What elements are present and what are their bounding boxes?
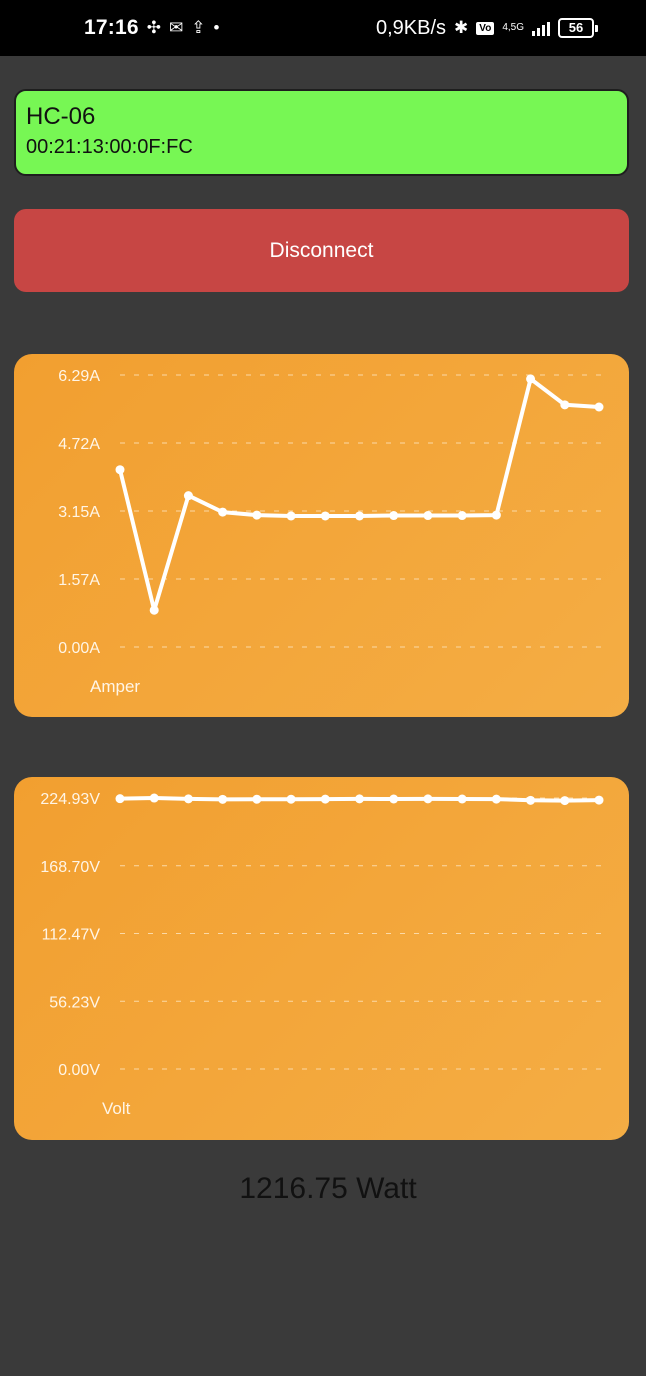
volt-data-point xyxy=(355,794,364,804)
disconnect-button[interactable]: Disconnect xyxy=(14,209,629,292)
amper-data-point xyxy=(491,510,501,520)
amper-data-point xyxy=(320,511,330,521)
amper-data-point xyxy=(252,510,262,520)
amper-axis-label: Amper xyxy=(90,677,140,696)
volt-y-tick-label: 224.93V xyxy=(40,791,100,808)
volt-data-point xyxy=(389,794,399,804)
device-card[interactable]: HC-06 00:21:13:00:0F:FC xyxy=(14,89,629,176)
status-time: 17:16 xyxy=(84,16,139,39)
status-bar: 17:16 ✣ ✉ ⇪ • 0,9KB/s ✱ Vo 4,5G 56 xyxy=(0,0,646,56)
volt-axis-label: Volt xyxy=(102,1099,131,1118)
bluetooth-icon: ✱ xyxy=(454,18,469,37)
volt-data-point xyxy=(320,794,330,804)
volt-data-point xyxy=(218,794,228,804)
amper-y-tick-label: 6.29A xyxy=(58,368,100,385)
amper-data-point xyxy=(286,511,296,521)
volt-data-point xyxy=(457,794,467,804)
amper-data-point xyxy=(526,374,536,384)
volt-data-point xyxy=(252,794,262,804)
amper-data-point xyxy=(594,402,604,412)
amper-data-point xyxy=(457,511,467,521)
volt-data-point xyxy=(286,794,296,804)
amper-data-point xyxy=(389,511,399,521)
volt-data-point xyxy=(423,794,433,804)
volt-chart: 0.00V 56.23V 112.47V 168.70V 224.93V Volt xyxy=(14,777,629,1140)
amper-data-point xyxy=(218,507,228,517)
volt-data-point xyxy=(560,796,570,806)
amper-data-point xyxy=(423,511,433,521)
amper-y-tick-label: 1.57A xyxy=(58,572,100,589)
volt-data-point xyxy=(491,794,501,804)
amper-y-tick-label: 0.00A xyxy=(58,640,100,657)
volt-data-point xyxy=(149,793,159,803)
volt-chart-svg: 0.00V 56.23V 112.47V 168.70V 224.93V Volt xyxy=(40,791,604,1118)
fan-icon: ✣ xyxy=(146,18,161,37)
volt-y-tick-label: 112.47V xyxy=(42,927,101,944)
amper-data-point xyxy=(115,465,125,475)
amper-data-point xyxy=(149,605,159,615)
amper-y-tick-label: 3.15A xyxy=(58,504,100,521)
volt-y-tick-label: 168.70V xyxy=(40,859,100,876)
amper-chart: 0.00A 1.57A 3.15A 4.72A 6.29A Amper xyxy=(14,354,629,717)
signal-icon xyxy=(532,20,550,36)
battery-icon: 56 xyxy=(558,18,598,38)
gmail-icon: ✉ xyxy=(168,18,184,37)
network-speed: 0,9KB/s xyxy=(375,16,447,39)
battery-level: 56 xyxy=(558,18,594,38)
status-bar-right: 0,9KB/s ✱ Vo 4,5G 56 xyxy=(376,17,598,40)
amper-data-point xyxy=(355,511,364,521)
device-mac-address: 00:21:13:00:0F:FC xyxy=(26,136,193,158)
volt-y-tick-label: 0.00V xyxy=(58,1062,100,1079)
volt-data-point xyxy=(594,795,604,805)
volt-data-point xyxy=(183,794,193,804)
volt-data-point xyxy=(115,794,125,804)
status-bar-left: 17:16 ✣ ✉ ⇪ • xyxy=(84,16,219,40)
volte-icon: Vo xyxy=(476,21,495,35)
volt-data-point xyxy=(526,795,536,805)
volt-y-tick-label: 56.23V xyxy=(49,994,100,1011)
amper-data-point xyxy=(183,491,193,501)
upload-icon: ⇪ xyxy=(191,18,206,37)
network-type: 4,5G xyxy=(502,22,524,33)
amper-y-tick-label: 4.72A xyxy=(58,436,100,453)
amper-chart-svg: 0.00A 1.57A 3.15A 4.72A 6.29A Amper xyxy=(58,368,604,696)
power-readout: 1216.75 Watt xyxy=(239,1172,417,1205)
amper-data-point xyxy=(560,400,570,410)
device-name: HC-06 xyxy=(26,103,96,130)
dot-icon: • xyxy=(213,18,220,37)
